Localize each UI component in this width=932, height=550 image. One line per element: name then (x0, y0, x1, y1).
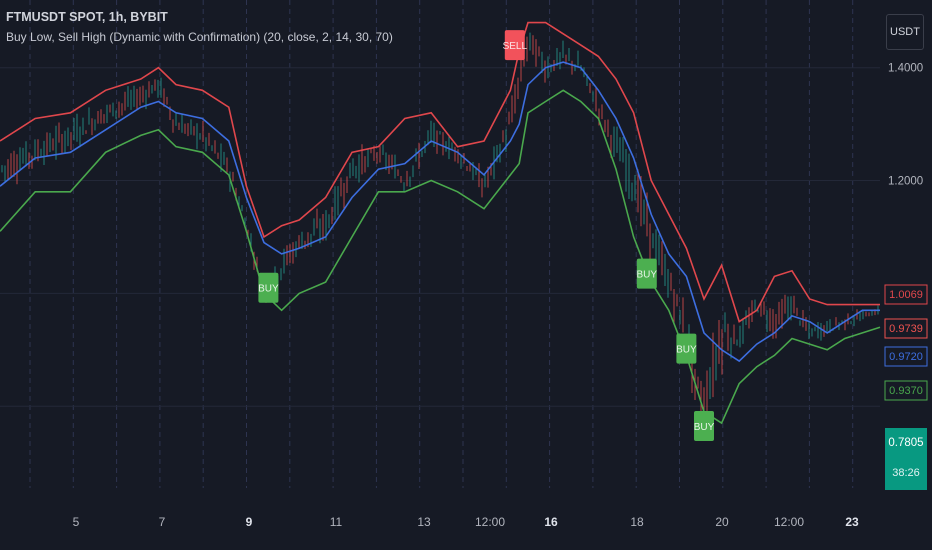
signal-text: BUY (637, 270, 658, 281)
x-tick-label: 11 (330, 515, 343, 529)
price-label-box (884, 318, 928, 339)
price-label: 1.0069 (889, 289, 923, 301)
chart-grid (0, 0, 880, 488)
symbol-title[interactable]: FTMUSDT SPOT, 1h, BYBIT (6, 10, 168, 24)
price-label: 0.9720 (889, 351, 923, 363)
price-label: 0.9739 (889, 323, 923, 335)
x-tick-label: 13 (417, 515, 431, 529)
price-label: 0.9370 (889, 385, 923, 397)
signal-text: BUY (676, 345, 697, 356)
y-tick-label: 1.4000 (888, 63, 923, 75)
indicator-legend[interactable]: Buy Low, Sell High (Dynamic with Confirm… (6, 30, 393, 44)
last-price: 0.7805 (888, 437, 923, 449)
x-tick-label: 20 (715, 515, 729, 529)
x-tick-label: 5 (73, 515, 80, 529)
x-tick-label: 23 (845, 515, 859, 529)
buy-signal-label (694, 410, 714, 441)
sell-signal-label (504, 30, 525, 61)
bollinger-bands (0, 21, 881, 425)
signal-labels: BUY SELL BUY BUY BUY (258, 30, 715, 441)
candles (1, 32, 879, 427)
x-tick-label: 16 (544, 515, 558, 529)
price-label-box (884, 284, 928, 305)
signal-text: BUY (258, 284, 279, 295)
buy-signal-label (636, 258, 657, 289)
price-axis: 1.4000 1.2000 1.0069 0.9739 0.9720 0.9370 0.78… (884, 63, 928, 490)
buy-signal-label (258, 272, 279, 303)
price-label-box (884, 380, 928, 401)
signal-text: BUY (694, 422, 715, 433)
time-axis: 5 7 9 11 13 12:00 16 18 20 12:00 23 (73, 515, 859, 529)
x-tick-label: 7 (159, 515, 166, 529)
x-tick-label: 12:00 (774, 515, 804, 529)
x-tick-label: 12:00 (475, 515, 505, 529)
countdown: 38:26 (892, 467, 920, 479)
currency-button[interactable]: USDT (886, 14, 924, 50)
x-tick-label: 9 (246, 515, 253, 529)
signal-text: SELL (503, 41, 528, 52)
middle-band-line (0, 61, 880, 363)
x-tick-label: 18 (630, 515, 644, 529)
last-price-badge (885, 428, 927, 490)
price-label-box (884, 346, 928, 367)
buy-signal-label (676, 333, 697, 364)
lower-band-line (0, 89, 881, 425)
y-tick-label: 1.2000 (888, 176, 923, 188)
